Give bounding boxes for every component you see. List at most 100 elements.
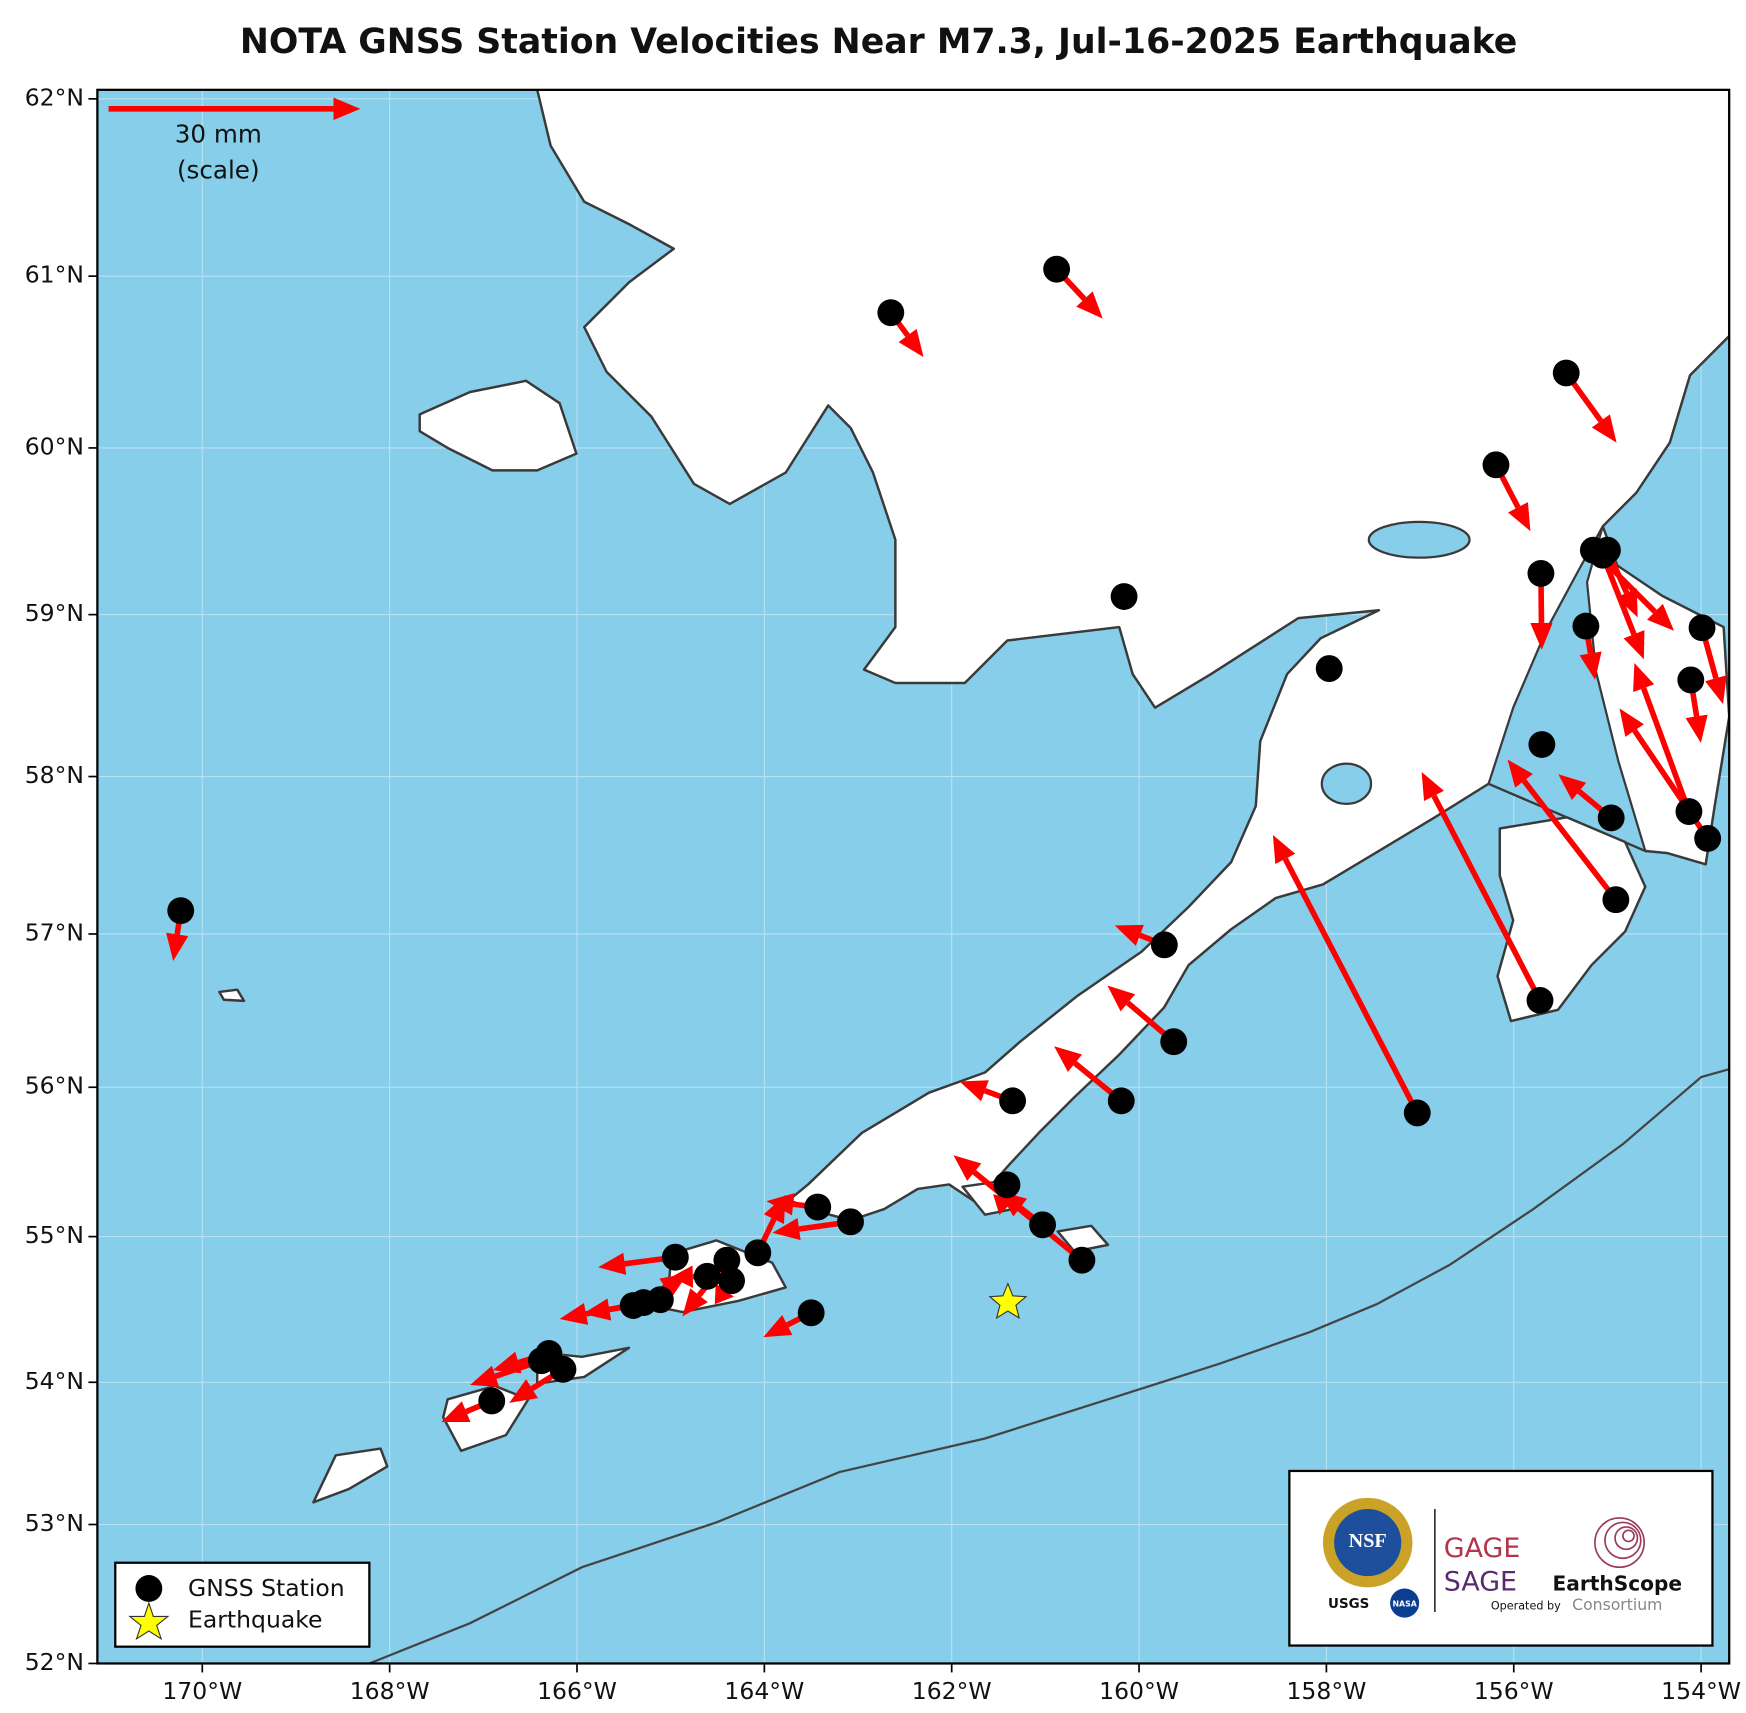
logo-panel: NSF USGS NASA GAGE SAGE Operated by Eart… — [1288, 1469, 1714, 1647]
arrow-head — [1616, 588, 1638, 618]
gnss-station — [797, 1299, 825, 1327]
trench — [368, 1068, 1730, 1664]
velocity-arrow — [1600, 554, 1645, 660]
arrow-head — [1107, 985, 1136, 1012]
gnss-station — [1572, 612, 1600, 640]
arrow-head — [682, 1288, 708, 1317]
arrow-head — [1623, 630, 1645, 660]
arrow-head — [1054, 1046, 1083, 1072]
y-tick-label: 61°N — [25, 261, 84, 289]
arrow-head — [763, 1194, 786, 1224]
arrow-head — [763, 1314, 793, 1338]
gnss-station — [1675, 798, 1703, 825]
nasa-logo — [1390, 1588, 1420, 1618]
x-tick-label: 164°W — [724, 1677, 804, 1705]
arrow-shaft — [1600, 554, 1637, 636]
velocity-arrow — [1421, 772, 1543, 1002]
gnss-station — [549, 1355, 577, 1383]
arrow-head — [492, 1351, 522, 1374]
scale-arrow: 30 mm (scale) — [108, 97, 361, 185]
y-tick-label: 57°N — [25, 918, 84, 946]
gnss-station — [478, 1387, 506, 1415]
island — [218, 988, 246, 1003]
operated-by-text: Operated by — [1491, 1599, 1561, 1612]
gage-text: GAGE — [1444, 1533, 1520, 1564]
y-tick-label: 58°N — [25, 761, 84, 789]
arrow-head — [598, 1252, 627, 1275]
gnss-station — [1528, 731, 1556, 758]
earthquake-epicenter — [988, 1282, 1028, 1320]
gnss-station — [693, 1262, 721, 1290]
y-tick-label: 53°N — [25, 1509, 84, 1537]
arrow-head — [1508, 502, 1531, 532]
gnss-station — [1677, 666, 1705, 694]
arrow-shaft — [1431, 794, 1543, 1002]
x-tick-label: 158°W — [1286, 1677, 1366, 1705]
gnss-station — [804, 1193, 832, 1221]
y-tick-label: 62°N — [25, 83, 84, 111]
island — [1056, 1224, 1110, 1253]
gnss-station — [999, 1087, 1027, 1115]
nsf-globe — [1334, 1509, 1402, 1577]
arrow-head — [1647, 603, 1674, 631]
lake — [1320, 762, 1373, 806]
gnss-station — [993, 1171, 1021, 1199]
consortium-text: Consortium — [1572, 1595, 1662, 1614]
arrow-shaft — [972, 1170, 1084, 1263]
arrow-head — [1685, 714, 1708, 743]
legend-station-marker — [135, 1575, 163, 1602]
gnss-station — [1029, 1211, 1056, 1239]
gnss-station — [1526, 986, 1554, 1014]
scale-sublabel: (scale) — [177, 156, 260, 185]
gnss-station — [1315, 655, 1343, 682]
y-tick-label: 55°N — [25, 1221, 84, 1249]
lake — [1367, 520, 1471, 559]
scale-label: 30 mm — [175, 120, 262, 149]
nsf-logo-text: NSF — [1349, 1530, 1387, 1552]
y-tick-label: 60°N — [25, 432, 84, 460]
gnss-station — [1043, 255, 1071, 283]
gnss-station — [1597, 804, 1625, 832]
velocity-arrow — [953, 1155, 1084, 1263]
gnss-station — [744, 1239, 772, 1267]
legend: GNSS Station Earthquake — [114, 1561, 371, 1648]
arrow-head — [1579, 651, 1602, 680]
arrow-head — [1272, 835, 1296, 865]
arrow-head — [166, 932, 189, 961]
island — [418, 379, 578, 472]
island — [312, 1447, 389, 1504]
gnss-station — [1160, 1028, 1188, 1056]
arrow-head — [714, 1283, 734, 1305]
velocity-arrow — [1507, 759, 1619, 902]
gnss-station — [1150, 931, 1178, 959]
frame — [96, 88, 1731, 1665]
arrow-head — [333, 97, 361, 121]
y-tick-label: 56°N — [25, 1072, 84, 1100]
gnss-station — [1403, 1099, 1431, 1127]
x-tick-label: 170°W — [162, 1677, 242, 1705]
velocity-arrow — [1633, 662, 1692, 813]
gnss-station — [837, 1208, 864, 1236]
arrow-head — [1619, 708, 1644, 737]
arrow-head — [470, 1365, 500, 1387]
gnss-station — [1110, 583, 1138, 610]
island — [1496, 816, 1647, 1023]
y-tick-label: 52°N — [25, 1648, 84, 1676]
gnss-station — [661, 1243, 689, 1271]
gnss-station — [1594, 536, 1621, 564]
velocity-arrow — [1272, 835, 1420, 1115]
arrow-head — [1633, 662, 1655, 693]
arrow-head — [1530, 622, 1553, 650]
gnss-station — [1688, 614, 1716, 642]
arrow-shaft — [1282, 857, 1420, 1115]
map-title: NOTA GNSS Station Velocities Near M7.3, … — [240, 22, 1517, 62]
arrow-head — [1076, 291, 1103, 319]
arrow-head — [953, 1155, 982, 1181]
usgs-logo-text: USGS — [1328, 1597, 1369, 1612]
legend-earthquake-marker — [128, 1601, 170, 1641]
arrow-head — [959, 1080, 989, 1102]
arrow-head — [659, 1273, 688, 1298]
arrow-head — [898, 328, 924, 358]
legend-label: Earthquake — [188, 1605, 322, 1633]
